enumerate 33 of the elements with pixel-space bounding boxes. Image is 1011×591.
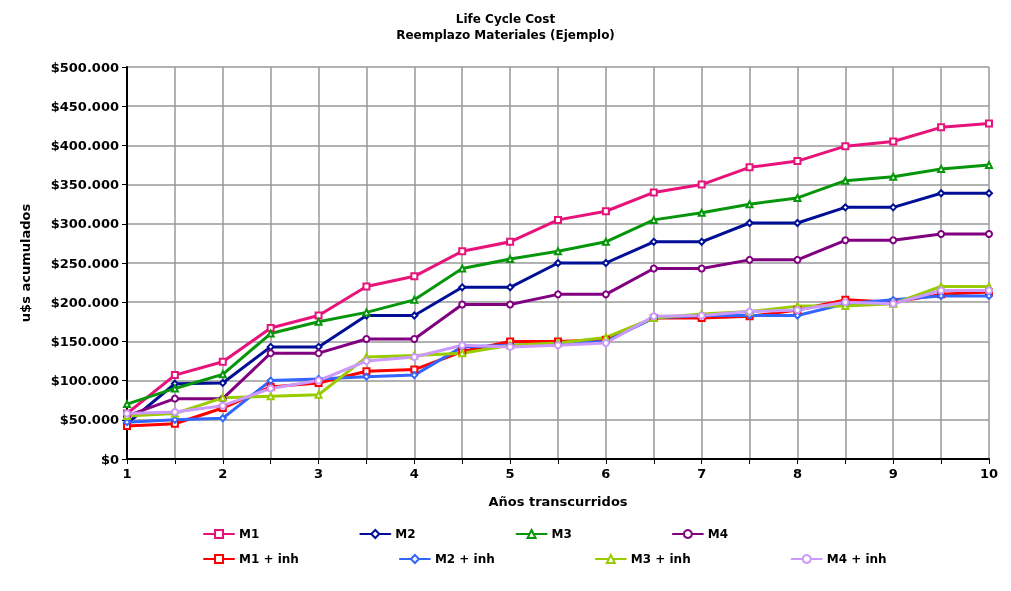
y-tick-label: $50.000 (59, 412, 119, 428)
legend-label: M2 (395, 527, 416, 541)
legend-label: M3 (551, 527, 572, 541)
y-tick-label: $150.000 (50, 333, 119, 349)
x-tick-label: 4 (409, 466, 419, 481)
y-tick-label: $250.000 (50, 255, 119, 271)
x-tick-label: 3 (314, 466, 324, 481)
x-tick-label: 8 (792, 466, 802, 481)
legend-label: M3 + inh (630, 552, 691, 566)
y-tick-label: $400.000 (50, 137, 119, 153)
legend-label: M4 + inh (826, 552, 887, 566)
x-tick-label: 9 (888, 466, 898, 481)
x-tick-label: 7 (697, 466, 707, 481)
y-tick-label: $350.000 (50, 177, 119, 193)
x-tick-label: 6 (601, 466, 611, 481)
y-tick-label: $300.000 (50, 216, 119, 232)
legend-label: M2 + inh (434, 552, 495, 566)
x-tick-label: 1 (122, 466, 132, 481)
x-tick-label: 5 (505, 466, 515, 481)
chart-subtitle: Reemplazo Materiales (Ejemplo) (396, 28, 615, 42)
chart-title: Life Cycle Cost (455, 12, 556, 26)
y-tick-label: $100.000 (50, 373, 119, 389)
y-tick-label: $0 (100, 451, 119, 467)
legend-label: M1 + inh (239, 552, 299, 566)
y-axis-title: u$s acumulados (18, 203, 33, 323)
legend-label: M1 (239, 527, 260, 541)
y-tick-label: $450.000 (50, 98, 119, 114)
x-axis-title: Años transcurridos (488, 494, 628, 509)
y-tick-label: $200.000 (50, 294, 119, 310)
y-tick-label: $500.000 (50, 59, 119, 75)
legend-label: M4 (707, 527, 729, 541)
x-tick-label: 10 (979, 466, 999, 481)
x-tick-label: 2 (218, 466, 228, 481)
